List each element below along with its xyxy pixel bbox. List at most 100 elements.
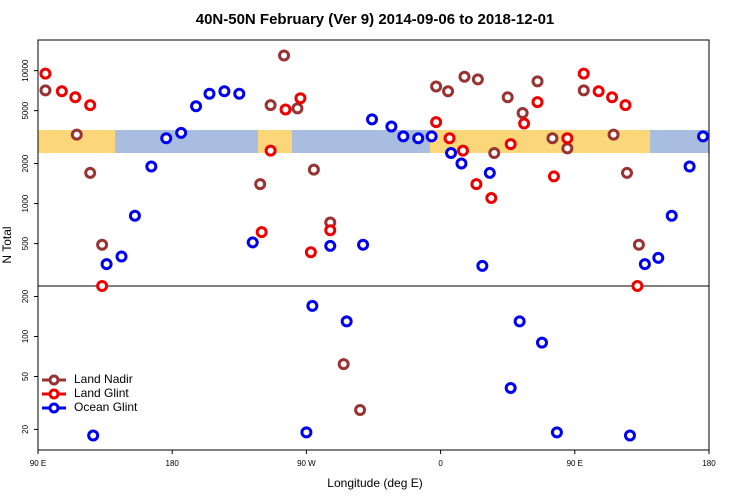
point	[623, 429, 636, 442]
point	[306, 299, 319, 312]
point	[513, 315, 526, 328]
point	[546, 132, 559, 145]
point	[246, 236, 259, 249]
point	[291, 102, 304, 115]
point	[483, 166, 496, 179]
x-axis-label: Longitude (deg E)	[327, 476, 422, 490]
y-tick-label: 100	[21, 329, 30, 343]
point	[638, 258, 651, 271]
point	[488, 147, 501, 160]
point	[470, 178, 483, 191]
point	[39, 84, 52, 97]
legend-marker	[48, 402, 60, 414]
y-tick-label: 1000	[21, 194, 30, 212]
point	[504, 138, 517, 151]
x-tick-label: 90 W	[297, 459, 316, 468]
point	[577, 67, 590, 80]
point	[430, 80, 443, 93]
y-axis-label: N Total	[0, 226, 14, 263]
y-tick-label: 50	[21, 372, 30, 381]
point	[278, 49, 291, 62]
point	[264, 99, 277, 112]
point	[445, 147, 458, 160]
y-tick-label: 20	[21, 424, 30, 433]
legend-label: Land Nadir	[74, 372, 133, 386]
point	[115, 250, 128, 263]
point	[87, 429, 100, 442]
point	[337, 358, 350, 371]
point	[175, 126, 188, 139]
point	[300, 426, 313, 439]
point	[354, 403, 367, 416]
point	[683, 160, 696, 173]
point	[619, 99, 632, 112]
point	[385, 120, 398, 133]
point	[501, 91, 514, 104]
point	[425, 130, 438, 143]
point	[504, 381, 517, 394]
point	[324, 239, 337, 252]
point	[145, 160, 158, 173]
y-tick-label: 5000	[21, 101, 30, 119]
point	[218, 85, 231, 98]
point	[550, 426, 563, 439]
point	[535, 336, 548, 349]
point	[128, 209, 141, 222]
point	[233, 87, 246, 100]
point	[96, 279, 109, 292]
point	[190, 100, 203, 113]
x-tick-label: 90 E	[567, 459, 583, 468]
point	[458, 70, 471, 83]
point	[547, 170, 560, 183]
point	[561, 142, 574, 155]
point	[697, 130, 710, 143]
point	[203, 87, 216, 100]
point	[476, 259, 489, 272]
point	[254, 178, 267, 191]
point	[471, 73, 484, 86]
point	[652, 251, 665, 264]
x-tick-label: 180	[166, 459, 180, 468]
point	[160, 132, 173, 145]
y-tick-label: 500	[21, 236, 30, 250]
point	[294, 92, 307, 105]
x-tick-label: 90 E	[30, 459, 46, 468]
point	[632, 238, 645, 251]
point	[518, 117, 531, 130]
point	[324, 224, 337, 237]
point	[516, 107, 529, 120]
x-tick-label: 180	[702, 459, 716, 468]
point	[620, 166, 633, 179]
point	[397, 130, 410, 143]
y-tick-label: 200	[21, 289, 30, 303]
point	[307, 163, 320, 176]
point	[456, 144, 469, 157]
map-strip	[38, 130, 709, 153]
point	[39, 67, 52, 80]
point	[279, 103, 292, 116]
point	[442, 85, 455, 98]
point	[69, 91, 82, 104]
chart-title: 40N-50N February (Ver 9) 2014-09-06 to 2…	[196, 11, 555, 28]
point	[607, 128, 620, 141]
point	[430, 116, 443, 129]
point	[255, 226, 268, 239]
point	[340, 315, 353, 328]
point	[55, 85, 68, 98]
point	[606, 91, 619, 104]
point	[84, 99, 97, 112]
point	[412, 132, 425, 145]
point	[531, 96, 544, 109]
point	[96, 238, 109, 251]
point	[665, 209, 678, 222]
point	[366, 113, 379, 126]
point	[631, 279, 644, 292]
plot-frame	[37, 39, 710, 451]
point	[304, 246, 317, 259]
point	[100, 258, 113, 271]
point	[264, 144, 277, 157]
point	[70, 128, 83, 141]
point	[592, 85, 605, 98]
point	[357, 238, 370, 251]
